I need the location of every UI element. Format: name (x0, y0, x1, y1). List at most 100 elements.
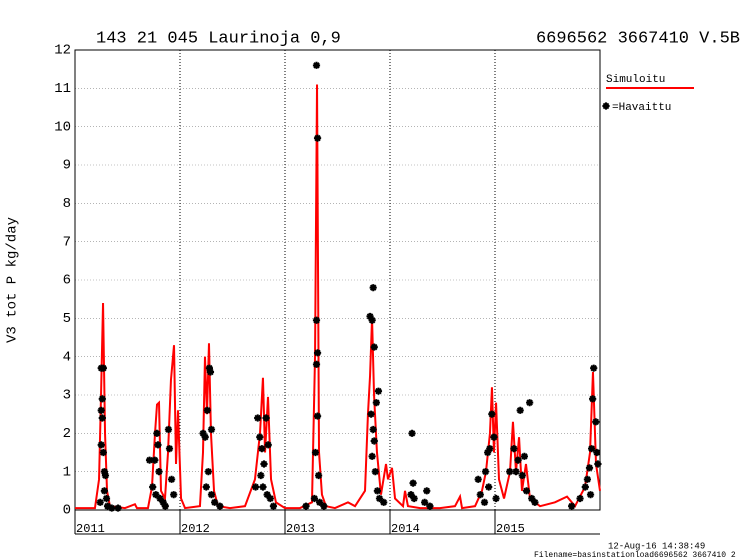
x-tick-label: 2011 (76, 522, 105, 536)
y-tick-label: 1 (63, 464, 71, 480)
observed-point (96, 498, 104, 506)
observed-point (409, 479, 417, 487)
y-tick-label: 11 (54, 81, 71, 97)
observed-point (266, 494, 274, 503)
observed-point (199, 429, 207, 437)
observed-point (310, 494, 318, 503)
observed-point (312, 316, 321, 324)
y-tick-label: 5 (63, 311, 71, 327)
observed-point (258, 445, 266, 453)
observed-point (366, 312, 374, 321)
chart-title: 143 21 045 Laurinoja 0,9 (96, 29, 341, 48)
observed-point (510, 445, 518, 453)
observed-point (145, 456, 154, 464)
observed-point (369, 425, 377, 434)
observed-point (97, 406, 105, 414)
observed-point (168, 475, 176, 483)
plot-frame (74, 49, 601, 511)
observed-point (585, 464, 594, 472)
observed-point (152, 491, 160, 499)
observed-point (375, 494, 384, 503)
observed-point (315, 471, 323, 480)
observed-point (372, 399, 380, 407)
observed-point (474, 475, 482, 483)
observed-point (156, 494, 164, 503)
observed-point (531, 498, 539, 506)
observed-point (263, 491, 271, 499)
observed-point (149, 483, 157, 491)
observed-point (203, 406, 211, 414)
observed-point (370, 437, 378, 445)
observed-point (256, 433, 264, 441)
y-tick-label: 12 (54, 43, 71, 59)
series-line (75, 84, 601, 510)
footer-file: Filename=basinstationload6696562 3667410… (534, 551, 736, 560)
observed-point (98, 395, 106, 403)
observed-point (408, 429, 416, 437)
observed-point (302, 502, 310, 510)
observed-point (316, 498, 324, 506)
observed-point (101, 471, 110, 480)
observed-point (522, 487, 531, 495)
observed-point (205, 364, 213, 372)
observed-point (514, 456, 522, 464)
observed-point (170, 491, 178, 499)
footer-date: 12-Aug-16 14:38:49 (608, 541, 705, 551)
x-tick-label: 2012 (181, 522, 210, 536)
observed-point (99, 364, 107, 372)
observed-point (260, 460, 268, 468)
observed-point (421, 498, 429, 506)
legend-label: Simuloitu (606, 74, 665, 86)
y-tick-label: 8 (63, 196, 71, 212)
observed-point (486, 445, 494, 453)
observed-point (485, 483, 493, 491)
observed-point (594, 460, 602, 468)
observed-point (254, 414, 262, 422)
observed-point (97, 441, 105, 449)
observed-point (216, 502, 224, 510)
observed-point (526, 399, 534, 407)
observed-point (371, 468, 379, 476)
observed-point (102, 494, 111, 503)
observed-point (207, 425, 216, 434)
observed-point (588, 445, 596, 453)
observed-point (320, 502, 328, 510)
observed-point (592, 418, 600, 426)
observed-point (490, 433, 498, 441)
observed-point (108, 504, 116, 512)
observed-point (164, 425, 173, 434)
observed-point (155, 468, 163, 476)
y-tick-label: 9 (63, 158, 71, 174)
observed-point (476, 491, 484, 499)
observed-point (202, 483, 210, 491)
observed-point (506, 468, 514, 476)
legend-label: =Havaittu (612, 102, 671, 114)
observed-point (590, 364, 598, 372)
observed-point (492, 494, 500, 503)
y-tick-label: 2 (63, 426, 71, 442)
chart-subtitle: 6696562 3667410 V.5B (536, 29, 740, 48)
observed-point (311, 448, 320, 457)
observed-point (264, 441, 272, 449)
observed-point (312, 61, 321, 69)
observed-point (252, 483, 260, 491)
observed-point (100, 468, 108, 476)
y-tick-label: 6 (63, 273, 71, 289)
observed-point (586, 491, 595, 499)
observed-point (99, 448, 107, 457)
observed-point (374, 387, 383, 395)
observed-point (159, 498, 167, 506)
observed-point (103, 502, 112, 510)
observed-point (207, 491, 216, 499)
observed-point (211, 498, 219, 506)
observed-point (528, 494, 536, 503)
observed-point (589, 395, 597, 403)
observed-point (367, 410, 375, 418)
y-tick-label: 10 (54, 119, 71, 135)
observed-point (98, 414, 106, 422)
observed-point (312, 360, 321, 368)
observed-point (593, 448, 601, 457)
observed-point (114, 504, 122, 512)
observed-point (407, 491, 415, 499)
